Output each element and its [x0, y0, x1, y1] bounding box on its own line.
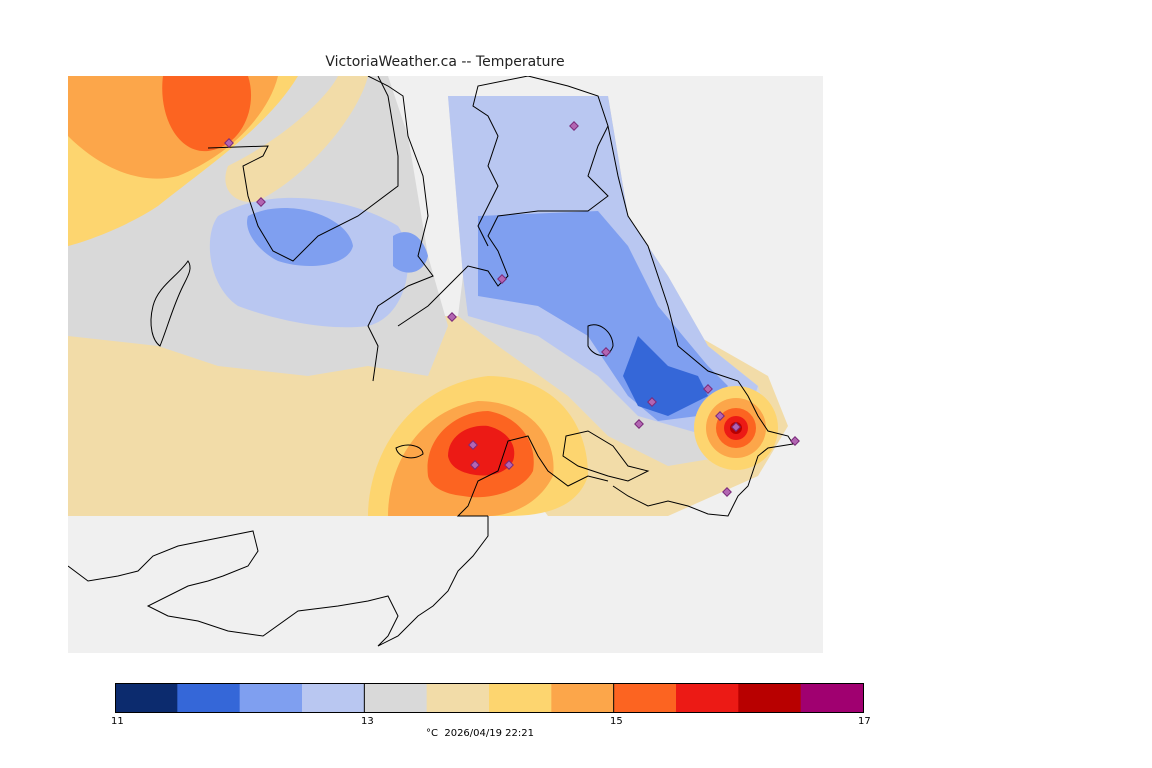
- station-marker: [468, 440, 478, 450]
- coastline-lake-2: [395, 444, 424, 459]
- station-marker: [715, 411, 725, 421]
- station-marker: [731, 422, 741, 432]
- station-marker: [497, 274, 507, 284]
- legend-swatch: [613, 683, 677, 713]
- station-marker: [504, 460, 514, 470]
- station-marker: [634, 419, 644, 429]
- temperature-map: [68, 76, 823, 653]
- legend-timestamp: 2026/04/19 22:21: [444, 728, 534, 739]
- temperature-field: [68, 76, 788, 516]
- coastline-south-shore: [456, 435, 609, 517]
- legend-swatch: [239, 683, 303, 713]
- legend-unit: °C: [426, 728, 438, 739]
- legend-swatch: [676, 683, 739, 713]
- legend-swatch: [800, 683, 864, 713]
- legend-swatch: [115, 683, 178, 713]
- station-marker: [224, 138, 234, 148]
- station-marker: [256, 197, 266, 207]
- legend-swatch: [738, 683, 802, 713]
- legend-tick-label: 11: [111, 716, 124, 727]
- coastline-lake-1: [587, 324, 614, 356]
- legend-swatch: [489, 683, 552, 713]
- legend-colorbar: [115, 683, 864, 713]
- station-marker: [790, 436, 800, 446]
- legend-swatches: [115, 683, 864, 713]
- coastline-west-island: [150, 260, 191, 347]
- station-marker: [470, 460, 480, 470]
- chart-title: VictoriaWeather.ca -- Temperature: [325, 54, 565, 70]
- legend-tick-label: 15: [610, 716, 623, 727]
- coastline-saanich-north: [562, 430, 650, 482]
- station-marker: [569, 121, 579, 131]
- station-marker: [647, 397, 657, 407]
- legend-footer: °C 2026/04/19 22:21: [426, 728, 534, 739]
- coastline-inlet-west: [367, 76, 434, 382]
- legend-swatch: [364, 683, 428, 713]
- station-marker: [722, 487, 732, 497]
- legend-tick-label: 17: [858, 716, 871, 727]
- coastline-inlet-east: [397, 76, 609, 327]
- coastlines: [68, 76, 794, 647]
- station-marker: [601, 347, 611, 357]
- legend-swatch: [177, 683, 241, 713]
- legend-swatch: [302, 683, 365, 713]
- legend-swatch: [551, 683, 615, 713]
- legend-swatch: [426, 683, 490, 713]
- station-marker: [447, 312, 457, 322]
- station-markers: [224, 121, 800, 497]
- coastline-mainland-south: [68, 516, 489, 647]
- station-marker: [703, 384, 713, 394]
- legend-tick-label: 13: [361, 716, 374, 727]
- legend-border: [115, 683, 864, 713]
- coastline-east-shore: [607, 125, 794, 517]
- coastline-peninsula: [207, 76, 399, 262]
